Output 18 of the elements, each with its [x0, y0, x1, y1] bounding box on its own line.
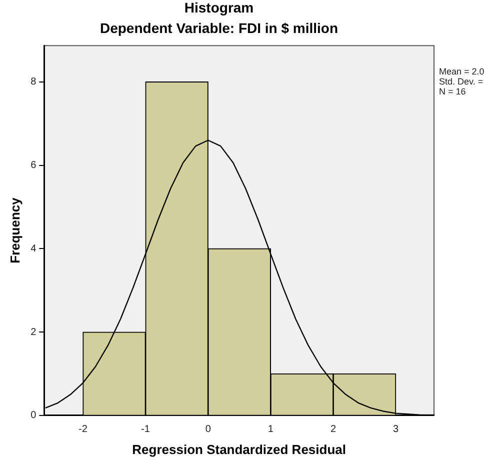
y-tick-label: 6 [30, 160, 37, 172]
x-tick-label: -2 [78, 424, 88, 436]
x-tick-label: 3 [393, 424, 400, 436]
x-tick-label: 0 [205, 424, 212, 436]
y-tick-label: 2 [30, 326, 37, 338]
x-axis-title: Regression Standardized Residual [132, 442, 346, 457]
text: N = 16 [439, 86, 466, 97]
text: Std. Dev. = [439, 76, 484, 87]
text: Mean = 2.0 [439, 66, 484, 77]
x-tick-label: 2 [330, 424, 336, 436]
x-tick-label: -1 [141, 424, 150, 436]
y-axis-title: Frequency [7, 196, 22, 264]
chart-subtitle: Dependent Variable: FDI in $ million [100, 20, 338, 36]
y-tick-label: 4 [30, 243, 37, 254]
chart-title: Histogram [184, 0, 254, 16]
y-tick-label: 8 [30, 76, 37, 88]
x-tick-label: 1 [268, 424, 274, 436]
y-tick-label: 0 [30, 410, 37, 422]
